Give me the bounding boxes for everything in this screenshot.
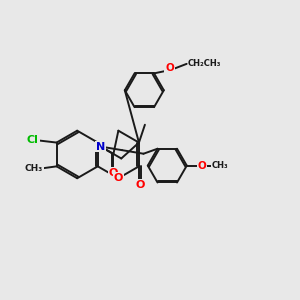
Text: O: O — [114, 173, 123, 183]
Text: CH₃: CH₃ — [212, 161, 228, 170]
Text: CH₂CH₃: CH₂CH₃ — [188, 59, 221, 68]
Text: O: O — [165, 63, 174, 73]
Text: O: O — [109, 167, 118, 178]
Text: Cl: Cl — [27, 135, 39, 145]
Text: CH₃: CH₃ — [25, 164, 43, 173]
Text: O: O — [136, 180, 145, 190]
Text: O: O — [198, 160, 207, 171]
Text: N: N — [96, 142, 105, 152]
